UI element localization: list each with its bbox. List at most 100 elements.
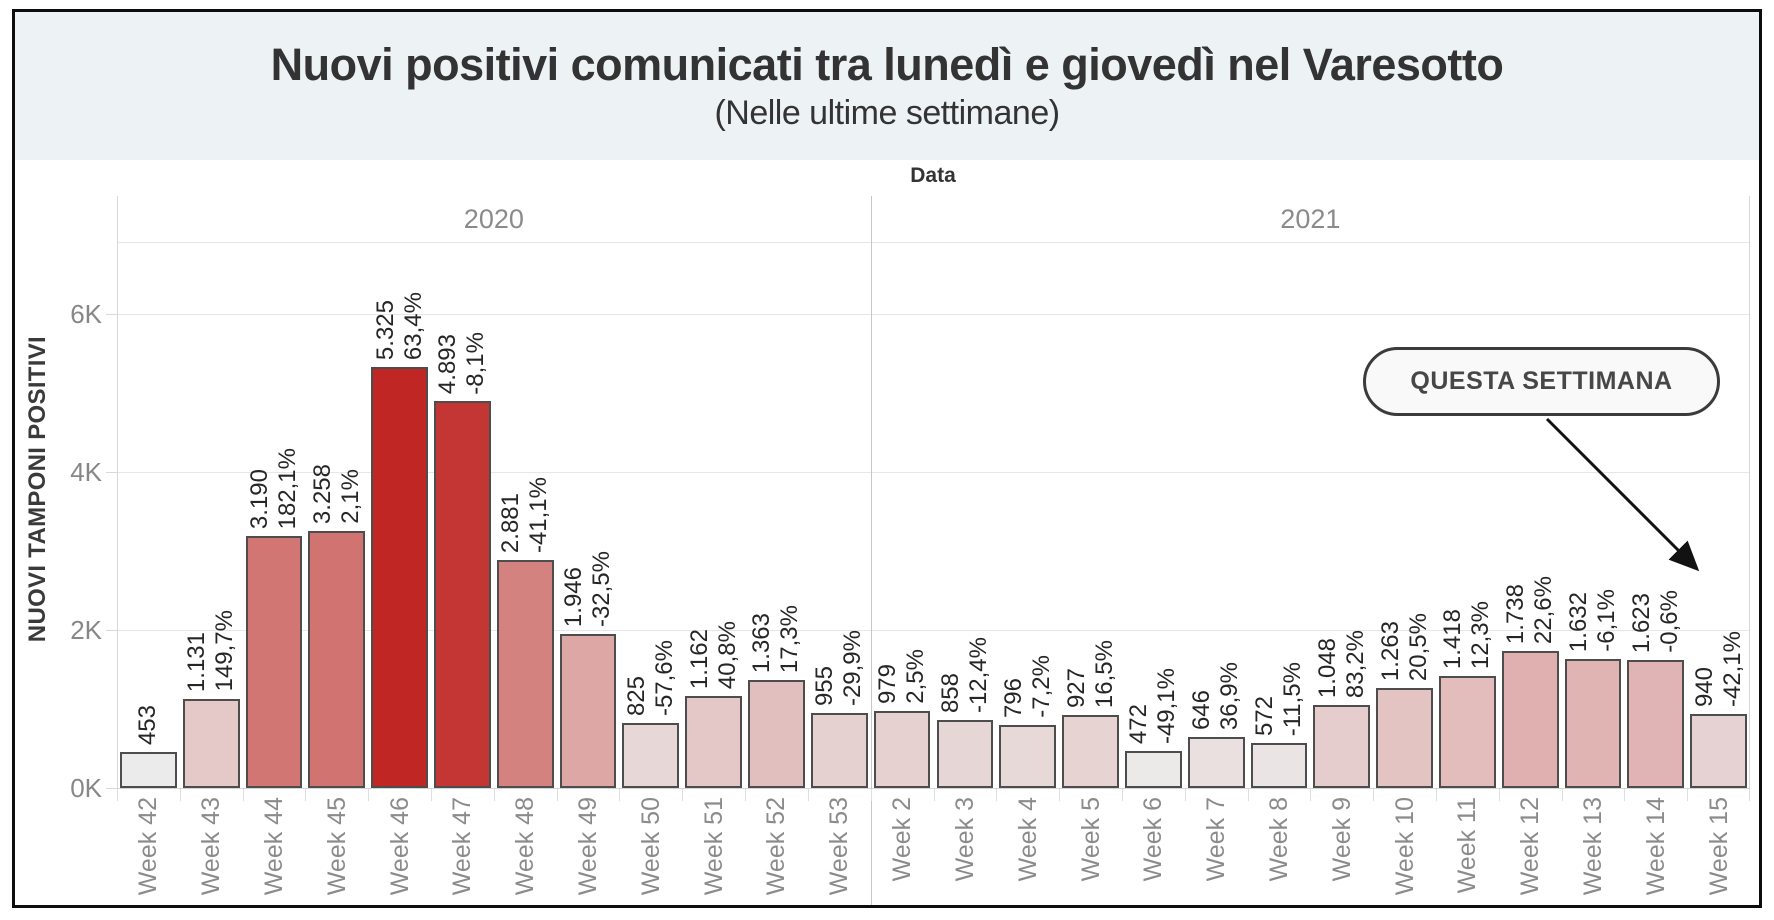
x-axis-label-week-48: Week 48	[511, 797, 540, 896]
bar-pct-label: 2,1%	[336, 468, 364, 524]
bar-pct-label: -0,6%	[1655, 590, 1683, 653]
x-band-tick	[1561, 789, 1563, 801]
bar-week-5[interactable]	[1062, 714, 1119, 788]
title-band: Nuovi positivi comunicati tra lunedì e g…	[15, 12, 1759, 160]
bar-pct-label: 36,9%	[1216, 661, 1244, 730]
year-divider	[870, 196, 872, 905]
bar-week-48[interactable]	[496, 560, 554, 788]
bar-week-44[interactable]	[245, 535, 303, 788]
x-band-tick	[870, 789, 872, 801]
bar-value-label: 5.325	[371, 300, 399, 361]
y-tick-mark	[106, 314, 117, 315]
bar-week-52[interactable]	[748, 680, 805, 788]
bar-pct-label: -42,1%	[1718, 630, 1746, 707]
x-axis-label-week-14: Week 14	[1641, 797, 1670, 896]
bar-value-label: 940	[1690, 666, 1718, 707]
annotation-label: QUESTA SETTIMANA	[1410, 367, 1673, 395]
bar-value-label: 3.258	[308, 463, 336, 524]
plot-right-edge	[1749, 196, 1750, 788]
bar-pct-label: -8,1%	[462, 331, 490, 395]
bar-week-43[interactable]	[182, 698, 240, 788]
bar-week-46[interactable]	[371, 367, 429, 788]
x-axis-label-week-6: Week 6	[1139, 797, 1168, 882]
x-band-tick	[619, 789, 621, 801]
bar-week-7[interactable]	[1187, 736, 1245, 788]
bar-pct-label: 149,7%	[211, 610, 239, 692]
x-axis-label-week-13: Week 13	[1578, 797, 1607, 896]
bar-week-9[interactable]	[1313, 705, 1371, 788]
bar-pct-label: -7,2%	[1027, 655, 1055, 719]
bar-value-label: 1.363	[748, 613, 776, 674]
y-tick-label-2K: 2K	[70, 615, 102, 645]
bar-week-12[interactable]	[1501, 650, 1559, 788]
x-axis-label-week-3: Week 3	[950, 797, 979, 882]
bar-week-4[interactable]	[999, 725, 1057, 788]
plot-area: 2020 2021 453 Week 42 1.131 149,7% Week 43 3.19…	[117, 196, 1750, 905]
bar-pct-label: 182,1%	[274, 447, 302, 529]
year-label-2020: 2020	[463, 204, 524, 234]
bar-week-51[interactable]	[685, 696, 743, 788]
x-axis-label-week-42: Week 42	[134, 797, 163, 896]
bar-week-2[interactable]	[873, 710, 931, 788]
plot-top-border	[117, 242, 1750, 243]
x-band-tick	[933, 789, 935, 801]
bar-week-10[interactable]	[1376, 688, 1433, 788]
bar-pct-label: 2,5%	[902, 648, 930, 704]
bar-value-label: 927	[1062, 667, 1090, 708]
bar-week-42[interactable]	[120, 752, 177, 788]
y-axis-title: NUOVI TAMPONI POSITIVI	[24, 336, 51, 643]
gridline-6K	[117, 314, 1750, 315]
x-axis-label-week-7: Week 7	[1202, 797, 1231, 882]
bar-week-49[interactable]	[559, 634, 617, 788]
x-axis-label-week-49: Week 49	[574, 797, 603, 896]
bar-value-label: 1.162	[685, 629, 713, 690]
x-band-tick	[1247, 789, 1249, 801]
bar-pct-label: 40,8%	[713, 621, 741, 690]
x-band-tick	[117, 789, 118, 801]
gridline-4K	[117, 472, 1750, 473]
bar-week-13[interactable]	[1564, 659, 1622, 788]
bar-week-47[interactable]	[434, 401, 491, 788]
x-axis-label-week-8: Week 8	[1264, 797, 1293, 882]
bar-pct-label: 83,2%	[1341, 630, 1369, 699]
x-band-tick	[368, 789, 370, 801]
bar-pct-label: 63,4%	[399, 292, 427, 361]
bar-week-50[interactable]	[622, 722, 680, 788]
bar-week-53[interactable]	[810, 712, 868, 788]
bar-pct-label: -29,9%	[839, 629, 867, 706]
x-band-tick	[1059, 789, 1061, 801]
x-axis-label-week-5: Week 5	[1076, 797, 1105, 882]
bar-value-label: 858	[936, 673, 964, 714]
x-axis-label-week-47: Week 47	[448, 797, 477, 896]
x-band-tick	[996, 789, 998, 801]
x-axis-label-week-4: Week 4	[1013, 797, 1042, 882]
bar-week-6[interactable]	[1124, 750, 1182, 788]
bar-week-8[interactable]	[1250, 742, 1308, 788]
bar-week-11[interactable]	[1438, 675, 1496, 788]
y-tick-label-4K: 4K	[70, 457, 102, 487]
x-axis-label-week-51: Week 51	[699, 797, 728, 896]
bar-value-label: 472	[1125, 703, 1153, 744]
x-band-tick	[1310, 789, 1312, 801]
y-tick-label-0K: 0K	[70, 773, 102, 803]
bar-pct-label: -6,1%	[1592, 589, 1620, 653]
x-axis-label-week-50: Week 50	[636, 797, 665, 896]
y-tick-mark	[106, 472, 117, 473]
x-axis-label-week-10: Week 10	[1390, 797, 1419, 896]
x-band-tick	[242, 789, 244, 801]
x-axis-label-week-45: Week 45	[322, 797, 351, 896]
bar-week-3[interactable]	[936, 720, 994, 788]
bar-value-label: 2.881	[497, 493, 525, 554]
annotation-callout[interactable]: QUESTA SETTIMANA	[1363, 347, 1720, 416]
bar-week-14[interactable]	[1627, 659, 1685, 788]
x-band-tick	[1498, 789, 1500, 801]
x-band-tick	[1435, 789, 1437, 801]
plot-left-edge	[117, 196, 118, 788]
y-tick-mark	[106, 630, 117, 631]
bar-week-45[interactable]	[308, 530, 366, 788]
bar-week-15[interactable]	[1690, 713, 1747, 788]
bar-pct-label: 16,5%	[1090, 639, 1118, 708]
x-axis-label-week-11: Week 11	[1453, 797, 1482, 894]
x-axis-label-week-9: Week 9	[1327, 797, 1356, 882]
x-band-tick	[305, 789, 307, 801]
